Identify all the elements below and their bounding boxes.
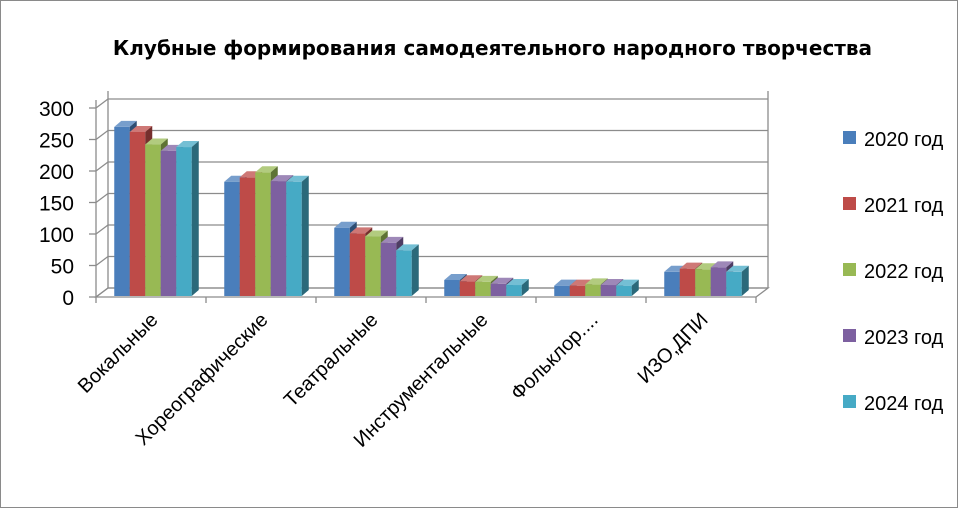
legend: 2020 год 2021 год 2022 год 2023 год 2024 год [843,129,944,415]
category-label: ИЗО,ДПИ [634,309,713,388]
y-tick-label: 100 [39,224,74,247]
bar [396,244,419,296]
legend-swatch [843,329,856,342]
y-tick-label: 0 [62,287,74,310]
y-axis-ticks: 0 50 100 150 200 250 300 [39,98,74,310]
legend-swatch [843,263,856,276]
legend-swatch [843,197,856,210]
bars [114,120,749,297]
category-label: Вокальные [74,309,163,398]
gridline-side [95,129,109,141]
gridline-side [95,224,109,235]
gridline-side [95,255,109,267]
bar [176,141,199,296]
chart-title: Клубные формирования самодеятельного нар… [112,36,873,60]
bar [286,175,309,296]
legend-label: 2023 год [864,327,944,349]
category-label: Фольклор.... [507,309,603,405]
category-label: Театральные [280,309,382,411]
gridline-side [95,98,109,109]
y-tick-label: 50 [51,256,74,279]
bar [616,279,639,296]
legend-label: 2020 год [864,129,944,151]
y-tick-label: 300 [39,98,74,121]
axes [89,91,770,303]
legend-swatch [843,395,856,408]
legend-label: 2022 год [864,261,944,283]
legend-label: 2021 год [864,195,944,217]
legend-label: 2024 год [864,393,944,415]
y-tick-label: 150 [39,193,74,216]
bar [726,265,749,296]
legend-swatch [843,131,856,144]
gridline-side [95,192,109,204]
bar [506,279,529,296]
y-tick-label: 250 [39,130,74,153]
y-tick-label: 200 [39,161,74,184]
gridline-side [95,161,109,172]
